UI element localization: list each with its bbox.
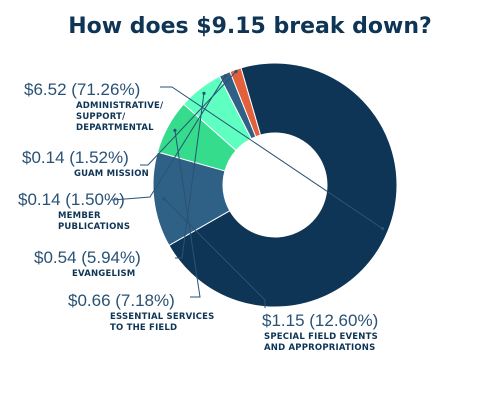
category-label: ESSENTIAL SERVICES TO THE FIELD <box>110 312 215 333</box>
value-label: $0.14 (1.50%) <box>18 190 125 209</box>
category-label: ADMINISTRATIVE/ SUPPORT/ DEPARTMENTAL <box>76 101 164 133</box>
leader-line <box>174 130 201 298</box>
leader-dot <box>173 128 177 132</box>
label-administrative: $6.52 (71.26%) ADMINISTRATIVE/ SUPPORT/ … <box>24 80 163 134</box>
leader-line <box>160 86 383 229</box>
value-label: $1.15 (12.60%) <box>262 311 379 330</box>
category-label: MEMBER PUBLICATIONS <box>58 211 131 232</box>
leader-dot <box>223 74 228 78</box>
label-essential-services: $0.66 (7.18%) ESSENTIAL SERVICES TO THE … <box>68 291 214 334</box>
label-guam-mission: $0.14 (1.52%) GUAM MISSION <box>22 148 149 180</box>
chart-title: How does $9.15 break down? <box>68 14 432 39</box>
label-evangelism: $0.54 (5.94%) EVANGELISM <box>34 248 141 280</box>
value-label: $0.54 (5.94%) <box>34 248 141 267</box>
leader-line <box>140 71 237 166</box>
category-label: SPECIAL FIELD EVENTS AND APPROPRIATIONS <box>264 332 378 353</box>
leader-dot <box>162 197 166 201</box>
label-member-publications: $0.14 (1.50%) MEMBER PUBLICATIONS <box>18 190 130 233</box>
leader-dot <box>380 226 385 231</box>
label-special-field-events: $1.15 (12.60%) SPECIAL FIELD EVENTS AND … <box>262 311 378 354</box>
donut-slice <box>168 62 398 308</box>
leader-line <box>163 198 266 308</box>
leader-dot <box>202 91 206 95</box>
value-label: $6.52 (71.26%) <box>24 80 141 99</box>
value-label: $0.14 (1.52%) <box>22 148 129 167</box>
leader-line <box>175 93 205 259</box>
leader-dot <box>234 69 238 74</box>
donut-slice <box>229 67 262 138</box>
category-label: GUAM MISSION <box>74 169 149 179</box>
value-label: $0.66 (7.18%) <box>68 291 175 310</box>
leader-line <box>111 75 226 201</box>
category-label: EVANGELISM <box>72 269 136 279</box>
